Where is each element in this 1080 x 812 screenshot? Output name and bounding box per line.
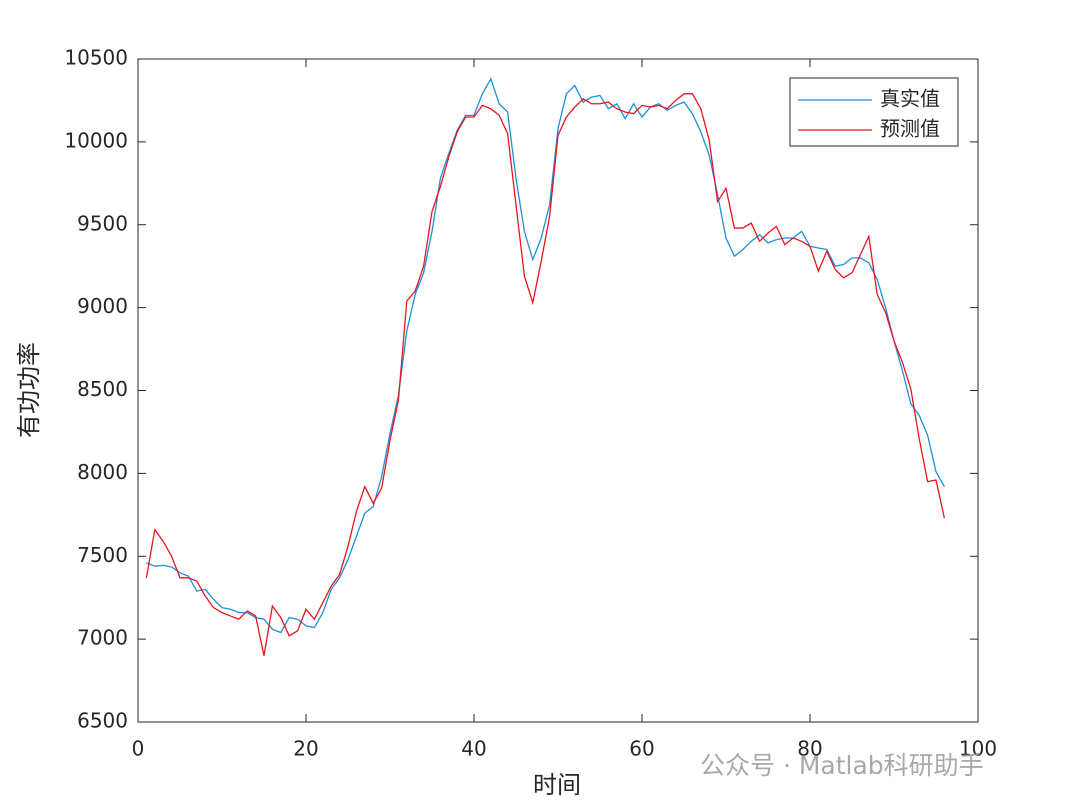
y-tick-label: 6500 [77,709,128,733]
x-tick-label: 0 [132,737,145,761]
x-axis-label: 时间 [533,771,581,799]
data-line [145,93,946,656]
y-tick-label: 7500 [77,543,128,567]
x-tick-label: 40 [461,737,486,761]
watermark: 公众号 · Matlab科研助手 [700,751,984,780]
y-tick-label: 8000 [77,460,128,484]
y-tick-label: 7000 [77,626,128,650]
y-tick-label: 8500 [77,377,128,401]
x-tick-label: 20 [293,737,318,761]
legend-box [789,77,959,147]
legend-label: 真实值 [880,87,940,111]
y-tick-label: 10500 [64,46,128,70]
y-tick-label: 9000 [77,294,128,318]
y-axis-label: 有功功率 [15,342,43,438]
y-tick-label: 10000 [64,128,128,152]
y-tick-label: 9500 [77,211,128,235]
x-tick-label: 80 [797,737,822,761]
x-tick-label: 100 [959,737,997,761]
data-line [146,77,945,634]
plot-area [137,58,979,723]
legend-label: 预测值 [880,117,940,141]
x-tick-label: 60 [629,737,654,761]
